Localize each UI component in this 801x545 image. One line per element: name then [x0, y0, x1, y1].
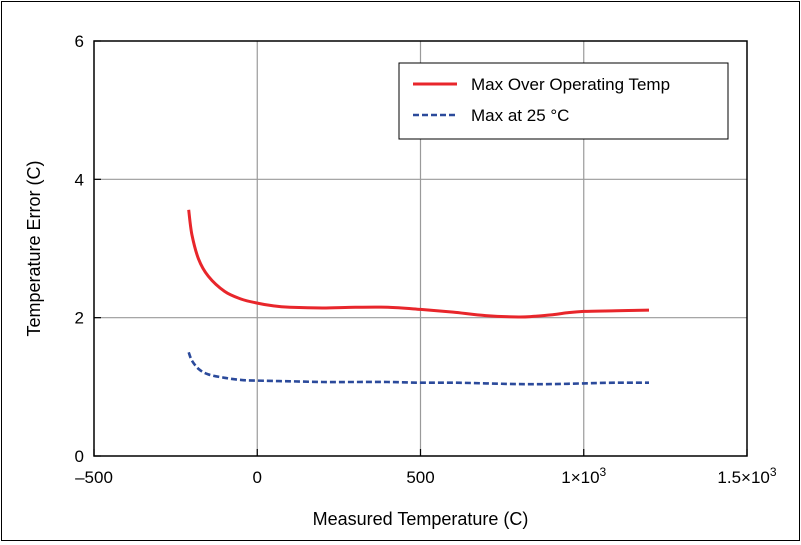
y-tick-label: 4: [75, 170, 84, 189]
legend: Max Over Operating Temp Max at 25 °C: [398, 62, 729, 140]
legend-label-25c: Max at 25 °C: [471, 106, 569, 125]
x-tick-label: 0: [253, 468, 262, 487]
x-tick-label: 500: [406, 468, 434, 487]
tick-marks: [93, 40, 748, 457]
y-axis-label: Temperature Error (C): [24, 160, 44, 336]
x-tick-label: 1.5×103: [717, 465, 776, 487]
series-line-25c: [187, 351, 650, 386]
y-tick-labels: 0 2 4 6: [75, 32, 84, 466]
legend-box: [398, 62, 729, 140]
data-series: [187, 209, 650, 386]
y-tick-label: 0: [75, 447, 84, 466]
x-tick-label: –500: [75, 468, 113, 487]
x-tick-label: 1×103: [561, 465, 606, 487]
y-tick-label: 2: [75, 309, 84, 328]
series-line-operating-temp: [187, 209, 650, 319]
x-tick-labels: –500 0 500 1×103 1.5×103: [75, 465, 777, 487]
legend-label-operating-temp: Max Over Operating Temp: [471, 75, 670, 94]
y-tick-label: 6: [75, 32, 84, 51]
x-axis-label: Measured Temperature (C): [313, 509, 529, 529]
